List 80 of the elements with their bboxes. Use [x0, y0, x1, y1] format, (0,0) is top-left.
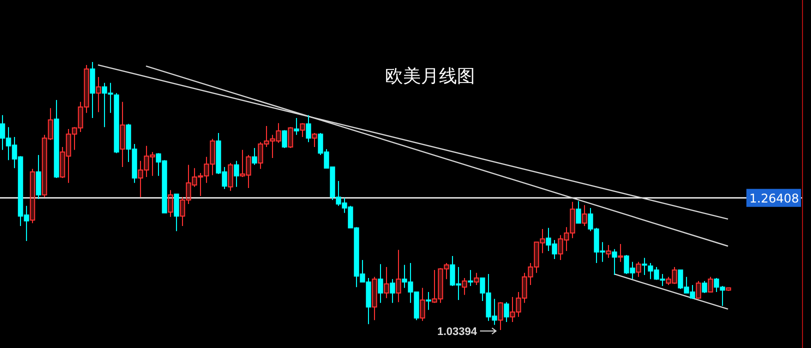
candlestick — [642, 257, 648, 276]
candlestick — [36, 154, 42, 200]
candlestick — [432, 269, 438, 304]
candlestick — [474, 272, 480, 286]
candlestick — [246, 154, 252, 188]
candlestick — [258, 142, 264, 170]
candlestick — [666, 276, 672, 286]
candlestick — [438, 268, 444, 304]
candlestick — [528, 262, 534, 286]
candlestick — [372, 276, 378, 321]
candlestick — [540, 228, 546, 254]
candlestick — [696, 280, 702, 300]
candlestick — [168, 190, 174, 218]
candlestick — [180, 196, 186, 227]
candlestick — [60, 146, 66, 179]
candlestick — [570, 201, 576, 239]
candlestick — [396, 249, 402, 303]
candlestick — [576, 200, 582, 224]
candlestick — [468, 269, 474, 287]
candlestick — [516, 291, 522, 318]
candlestick — [282, 130, 288, 149]
candlestick — [42, 134, 48, 198]
candlestick — [48, 108, 54, 140]
candlestick — [582, 204, 588, 227]
candlestick — [120, 101, 126, 168]
candlestick — [726, 287, 732, 292]
candlestick — [192, 168, 198, 188]
candlestick — [510, 296, 516, 322]
candlestick — [78, 101, 84, 132]
candlestick — [306, 114, 312, 143]
candlestick — [672, 266, 678, 284]
candlestick — [534, 242, 540, 274]
candlestick — [240, 149, 246, 178]
candlestick — [708, 276, 714, 292]
candlestick — [426, 291, 432, 310]
candlestick — [228, 162, 234, 192]
candlestick — [252, 148, 258, 166]
candlestick — [504, 302, 510, 322]
candlestick — [390, 278, 396, 304]
candlestick — [96, 76, 102, 113]
candlestick — [420, 287, 426, 322]
candlestick — [186, 164, 192, 205]
candlestick — [84, 64, 90, 114]
candlestick — [558, 234, 564, 261]
candlestick — [30, 168, 36, 224]
candlestick — [564, 226, 570, 252]
candlestick — [264, 126, 270, 148]
candlestick — [210, 138, 216, 176]
candlestick — [384, 266, 390, 299]
candlestick — [618, 243, 624, 262]
candlestick — [66, 128, 72, 184]
candlestick — [702, 280, 708, 294]
candlestick — [114, 92, 120, 154]
candlestick — [444, 262, 450, 280]
chart-title: 欧美月线图 — [385, 66, 475, 87]
candlestick — [276, 122, 282, 144]
candlestick — [234, 160, 240, 188]
candlestick — [72, 126, 78, 150]
candlestick — [378, 264, 384, 304]
candlestick — [270, 134, 276, 158]
candlestick — [294, 118, 300, 136]
candlestick — [300, 122, 306, 138]
candlestick — [288, 126, 294, 149]
text: 1.26408 — [749, 191, 799, 206]
candlestick — [138, 160, 144, 198]
candlestick — [174, 194, 180, 232]
candlestick — [612, 248, 618, 276]
candlestick — [150, 152, 156, 176]
candlestick — [90, 62, 96, 119]
candlestick — [462, 278, 468, 296]
candlestick — [54, 100, 60, 179]
annotation: 1.03394 — [437, 326, 478, 338]
candlestick — [144, 145, 150, 178]
candlestick — [636, 261, 642, 278]
candlestick — [198, 172, 204, 196]
candlestick — [606, 244, 612, 258]
candlestick — [522, 272, 528, 304]
candlestick — [312, 132, 318, 148]
candlestick — [498, 302, 504, 330]
candlestick — [204, 156, 210, 184]
